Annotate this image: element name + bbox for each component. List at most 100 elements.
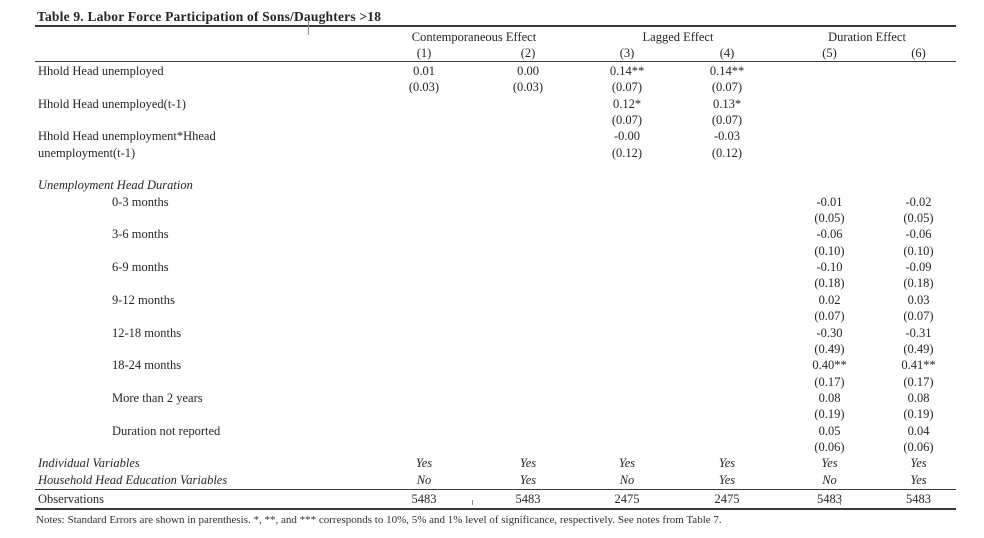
- row-cell: [370, 325, 478, 341]
- row-cell: 0.08: [818, 390, 841, 405]
- row-cell: [578, 177, 676, 193]
- row-cell: 0.13*: [712, 96, 742, 111]
- row-cell: [578, 210, 676, 226]
- row-cell: (0.07): [611, 113, 643, 128]
- row-cell: [778, 96, 881, 112]
- column-group-row: Contemporaneous Effect Lagged Effect Dur…: [35, 29, 956, 45]
- row-cell: Yes: [718, 456, 736, 471]
- row-cell: 0.14**: [709, 64, 745, 78]
- row-cell: [370, 128, 478, 144]
- table-row: Duration not reported 0.05 0.04: [35, 423, 956, 439]
- row-cell: (0.07): [711, 80, 743, 95]
- row-cell: [370, 423, 478, 439]
- row-cell: 0.40**: [812, 358, 847, 373]
- row-cell: [478, 275, 578, 291]
- row-label: [35, 439, 370, 455]
- row-cell: [578, 292, 676, 308]
- row-cell: [370, 439, 478, 455]
- row-cell: 0.01: [413, 64, 435, 78]
- row-cell: (0.05): [814, 211, 845, 226]
- column-group-contemporaneous: Contemporaneous Effect: [411, 30, 537, 44]
- row-cell: [676, 177, 778, 193]
- row-cell: [778, 79, 881, 95]
- row-cell: -0.03: [713, 129, 741, 144]
- row-cell: [881, 128, 956, 144]
- row-cell: [478, 112, 578, 128]
- row-cell: [478, 259, 578, 275]
- column-number-2: (2): [520, 46, 536, 60]
- row-label: Individual Variables: [38, 456, 140, 471]
- row-cell: [478, 210, 578, 226]
- row-label: Hhold Head unemployed(t-1): [38, 96, 186, 111]
- row-label: [35, 161, 370, 177]
- row-cell: [370, 308, 478, 324]
- row-cell: [478, 243, 578, 259]
- column-number-4: (4): [719, 46, 735, 60]
- row-label: [35, 243, 370, 259]
- table-row: 18-24 months 0.40** 0.41**: [35, 357, 956, 373]
- row-cell: [478, 177, 578, 193]
- row-cell: [676, 423, 778, 439]
- row-cell: [370, 259, 478, 275]
- row-cell: (0.17): [814, 374, 845, 389]
- row-cell: [881, 112, 956, 128]
- row-cell: 0.02: [818, 292, 841, 307]
- table-row: (0.19) (0.19): [35, 406, 956, 422]
- table-row: More than 2 years 0.08 0.08: [35, 390, 956, 406]
- row-cell: [578, 357, 676, 373]
- row-cell: [676, 194, 778, 210]
- row-label: Observations: [38, 491, 104, 506]
- row-cell: (0.03): [512, 80, 544, 95]
- row-cell: (0.18): [814, 276, 845, 291]
- row-cell: [778, 145, 881, 161]
- row-cell: [676, 259, 778, 275]
- row-cell: [676, 374, 778, 390]
- row-cell: [370, 341, 478, 357]
- row-cell: [578, 423, 676, 439]
- row-cell: -0.31: [905, 325, 932, 340]
- row-cell: [478, 128, 578, 144]
- row-cell: [676, 275, 778, 291]
- row-cell: [676, 161, 778, 177]
- row-cell: 0.03: [907, 292, 930, 307]
- row-cell: (0.07): [903, 309, 934, 324]
- row-cell: [676, 292, 778, 308]
- row-cell: (0.49): [814, 341, 845, 356]
- row-cell: [478, 341, 578, 357]
- row-cell: [370, 243, 478, 259]
- row-cell: [778, 128, 881, 144]
- row-cell: (0.06): [903, 439, 934, 454]
- row-cell: [578, 161, 676, 177]
- table-row: (0.03) (0.03) (0.07) (0.07): [35, 79, 956, 95]
- row-cell: (0.12): [711, 145, 743, 160]
- table-row: 12-18 months -0.30 -0.31: [35, 325, 956, 341]
- row-cell: [881, 79, 956, 95]
- row-cell: -0.10: [816, 260, 843, 275]
- row-cell: [478, 390, 578, 406]
- row-label: [35, 341, 370, 357]
- table-row: Individual Variables Yes Yes Yes Yes Yes…: [35, 455, 956, 471]
- row-cell: [370, 112, 478, 128]
- row-cell: Yes: [618, 456, 636, 471]
- table-row: Hhold Head unemployment*Hhead -0.00 -0.0…: [35, 128, 956, 144]
- row-cell: [578, 259, 676, 275]
- table-row: 0-3 months -0.01 -0.02: [35, 194, 956, 210]
- row-cell: -0.30: [816, 325, 843, 340]
- header-spacer: [35, 45, 370, 61]
- row-cell: -0.00: [613, 129, 641, 144]
- row-cell: (0.07): [814, 309, 845, 324]
- row-cell: Yes: [910, 472, 927, 487]
- row-cell: [478, 96, 578, 112]
- row-label: [35, 210, 370, 226]
- row-label: [35, 112, 370, 128]
- row-cell: [370, 275, 478, 291]
- row-cell: [676, 308, 778, 324]
- row-cell: 0.05: [818, 423, 841, 438]
- table-row: unemployment(t-1) (0.12) (0.12): [35, 145, 956, 161]
- row-cell: 0.08: [907, 390, 930, 405]
- row-cell: (0.07): [611, 80, 643, 95]
- row-cell: (0.49): [903, 341, 934, 356]
- row-label: More than 2 years: [112, 390, 203, 405]
- table-row: (0.05) (0.05): [35, 210, 956, 226]
